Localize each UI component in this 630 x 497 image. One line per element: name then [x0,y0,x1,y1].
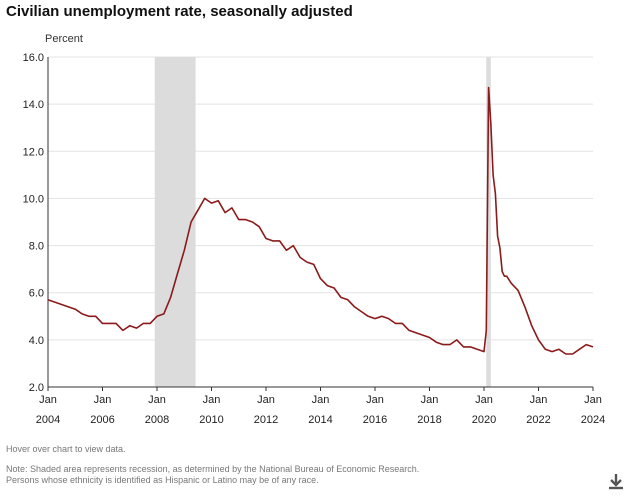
x-tick-month: Jan [312,394,330,406]
footnote-line-2: Persons whose ethnicity is identified as… [6,475,319,485]
x-tick-year: 2008 [145,414,169,426]
series-line-unemployment-rate[interactable] [47,86,594,355]
recession-bands [154,57,491,387]
x-tick-month: Jan [530,394,548,406]
recession-band [486,57,491,387]
footnote-line-1: Note: Shaded area represents recession, … [6,464,420,474]
x-tick-year: 2024 [581,414,605,426]
y-tick-label: 16.0 [23,52,44,64]
x-tick-month: Jan [94,394,112,406]
unemployment-chart[interactable]: 2.04.06.08.010.012.014.016.0 Jan2004Jan2… [0,0,630,440]
y-axis-label: Percent [45,33,83,45]
y-tick-labels: 2.0 4.0 6.0 8.0 10.0 12.0 14.0 16.0 [23,52,44,394]
x-tick-year: 2006 [90,414,114,426]
chart-title: Civilian unemployment rate, seasonally a… [6,3,353,20]
y-tick-label: 2.0 [29,382,44,394]
x-tick-year: 2014 [308,414,332,426]
x-tick-year: 2004 [36,414,60,426]
download-icon [609,474,623,490]
x-tick-month: Jan [584,394,602,406]
y-tick-label: 4.0 [29,335,44,347]
x-tick-year: 2016 [363,414,387,426]
x-tick-year: 2018 [417,414,441,426]
axes [47,57,594,391]
recession-band [154,57,196,387]
footnote: Note: Shaded area represents recession, … [6,464,419,486]
x-tick-year: 2022 [526,414,550,426]
x-tick-labels: Jan 2004 Jan 2006 Jan 2008 Jan 2010 Jan 2012 Jan 20… [36,394,605,426]
y-tick-label: 14.0 [23,99,44,111]
y-tick-label: 6.0 [29,288,44,300]
x-tick-month: Jan [421,394,439,406]
y-tick-label: 8.0 [29,241,44,253]
y-tick-label: 10.0 [23,193,44,205]
x-tick-month: Jan [203,394,221,406]
x-tick-month: Jan [39,394,57,406]
series [47,86,594,355]
x-tick-month: Jan [148,394,166,406]
x-tick-year: 2020 [472,414,496,426]
x-tick-month: Jan [257,394,275,406]
x-tick-year: 2010 [199,414,223,426]
x-tick-month: Jan [366,394,384,406]
grid [48,56,593,388]
x-tick-year: 2012 [254,414,278,426]
hover-hint: Hover over chart to view data. [6,444,126,454]
y-tick-label: 12.0 [23,146,44,158]
download-button[interactable] [606,472,626,492]
x-tick-month: Jan [475,394,493,406]
